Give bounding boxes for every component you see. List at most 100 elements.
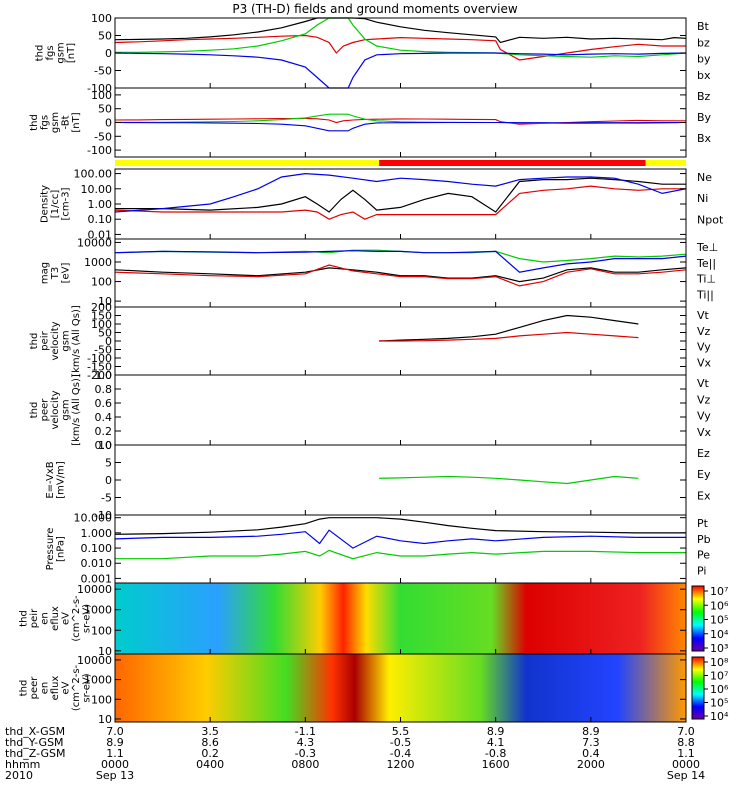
legend-fgs-1: bz — [697, 36, 710, 49]
ylabel-peir_spec-0: thd — [19, 610, 30, 627]
ylabel-fgs-0: thd — [34, 45, 45, 62]
ytick-label-peir_vel-7: -150 — [87, 361, 112, 374]
panel-frame-peer_vel — [114, 374, 687, 446]
ephem-value-0-5: 8.9 — [582, 725, 600, 738]
ytick-label-peir_vel-0: 200 — [91, 301, 112, 314]
series-Ni — [115, 177, 686, 213]
ylabel-peer_spec-1: peer — [29, 676, 40, 700]
ephem-row-label-3: hhmm — [5, 758, 40, 771]
plot-title: P3 (TH-D) fields and ground moments over… — [232, 2, 517, 16]
ephem-value-1-0: 8.9 — [106, 736, 124, 749]
ephem-value-2-4: -0.8 — [485, 747, 506, 760]
ytick-label-peir_vel-6: -100 — [87, 352, 112, 365]
ytick-label-efield-1: 5 — [105, 457, 112, 470]
ytick-label-efield-2: 0 — [105, 474, 112, 487]
ephem-value-0-6: 7.0 — [677, 725, 695, 738]
ylabel-peer_spec-4: eV — [61, 681, 72, 694]
legend-fgs-0: Bt — [697, 20, 710, 33]
ephem-value-2-2: -0.3 — [295, 747, 316, 760]
series-Npot — [114, 172, 687, 213]
ytick-label-peir_spec-1: 1000 — [84, 604, 112, 617]
ytick-label-fgs-4: -100 — [87, 82, 112, 95]
cbar-label-peir_spec-4: 10³ — [710, 642, 728, 655]
legend-fgs-3: bx — [697, 69, 711, 82]
ytick-label-peir_vel-2: 100 — [91, 318, 112, 331]
panel-frame-density — [114, 168, 687, 240]
ylabel-efield-1: [mV/m] — [55, 461, 66, 499]
ephem-value-1-1: 8.6 — [201, 736, 219, 749]
ytick-label-fgs-0: 100 — [91, 12, 112, 25]
legend-peir_vel-1: Vz — [697, 325, 711, 338]
series-by — [115, 17, 687, 58]
ytick-label-peir_vel-3: 50 — [98, 327, 112, 340]
ytick-label-peer_spec-3: 10 — [98, 713, 112, 726]
legend-peer_vel-3: Vx — [697, 426, 712, 439]
legend-fgs_rot-0: Bz — [697, 90, 711, 103]
series-Vt — [379, 314, 639, 342]
series-Bt — [114, 17, 687, 44]
legend-fgs-2: by — [697, 53, 711, 66]
ytick-label-pressure-3: 0.010 — [81, 557, 113, 570]
peer-spectrogram — [115, 654, 686, 722]
ylabel-peer_spec-2: en — [40, 682, 51, 695]
legend-pressure-0: Pt — [697, 517, 709, 530]
ephem-value-3-2: 0800 — [291, 758, 319, 771]
ylabel-temp-2: [eV] — [61, 263, 72, 284]
ylabel-fgs_rot-3: -Bt — [61, 115, 72, 129]
mode-bar-segment-1 — [379, 160, 646, 166]
ylabel-peer_vel-4: [km/s (All Qs)] — [71, 374, 82, 446]
legend-efield-0: Ez — [697, 447, 710, 460]
ylabel-peir_vel-0: thd — [29, 333, 40, 350]
ytick-label-efield-4: -10 — [94, 509, 112, 522]
ephem-row-label-0: thd_X-GSM — [5, 725, 65, 738]
ylabel-peir_vel-3: gsm — [61, 330, 72, 351]
mode-bar-segment-2 — [645, 160, 686, 166]
year-label: 2010 — [5, 769, 33, 782]
ephem-value-2-6: 1.1 — [677, 747, 695, 760]
legend-pressure-1: Pb — [697, 533, 711, 546]
ytick-label-peir_vel-4: 0 — [105, 335, 112, 348]
panel-frame-pressure — [114, 514, 687, 584]
ytick-label-peir_spec-2: 100 — [91, 624, 112, 637]
panel-frame-efield — [114, 444, 687, 516]
ylabel-peer_vel-3: gsm — [61, 399, 72, 420]
ylabel-fgs_rot-2: gsm — [50, 112, 61, 133]
ylabel-pressure-0: Pressure — [45, 528, 56, 571]
ylabel-peir_vel-1: peir — [40, 330, 51, 350]
peir-spectrogram — [115, 583, 686, 654]
cbar-label-peer_spec-3: 10⁵ — [710, 697, 728, 710]
legend-peir_vel-3: Vx — [697, 356, 712, 369]
ephem-value-3-0: 0000 — [101, 758, 129, 771]
ytick-label-fgs_rot-2: 0 — [105, 117, 112, 130]
series-rot-bx — [114, 121, 687, 132]
ephem-value-1-4: 4.1 — [487, 736, 505, 749]
panel-frame-fgs — [114, 17, 687, 89]
ylabel-peer_spec-3: eflux — [50, 676, 61, 701]
ylabel-fgs-3: [nT] — [66, 43, 77, 63]
legend-density-1: Ni — [697, 192, 708, 205]
ylabel-peir_vel-4: [km/s (All Qs)] — [71, 305, 82, 377]
mode-bar-segment-0 — [115, 160, 380, 166]
ephem-value-2-1: 0.2 — [201, 747, 219, 760]
legend-peer_vel-2: Vy — [697, 410, 711, 423]
ylabel-peir_spec-1: peir — [29, 608, 40, 628]
ytick-label-peer_vel-0: 1.0 — [95, 369, 113, 382]
ylabel-temp-0: mag — [40, 262, 51, 284]
ephem-value-3-1: 0400 — [196, 758, 224, 771]
ephem-value-0-4: 8.9 — [487, 725, 505, 738]
start-date-label: Sep 13 — [96, 769, 134, 782]
ylabel-fgs_rot-4: [nT] — [71, 112, 82, 132]
ephem-value-1-5: 7.3 — [582, 736, 600, 749]
ytick-label-peer_spec-1: 1000 — [84, 674, 112, 687]
ylabel-peir_spec-6: sr-eV) — [82, 604, 93, 633]
ephem-value-0-3: 5.5 — [392, 725, 410, 738]
ytick-label-density-1: 10.00 — [81, 183, 113, 196]
cbar-label-peir_spec-0: 10⁷ — [710, 585, 728, 598]
axes-layer — [114, 17, 708, 723]
ytick-label-peir_spec-0: 10000 — [77, 583, 112, 596]
ylabel-peir_vel-2: velocity — [50, 321, 61, 360]
cbar-label-peer_spec-1: 10⁷ — [710, 670, 728, 683]
series-Pt — [114, 517, 686, 535]
ylabel-fgs-1: fgs — [45, 45, 56, 60]
ylabel-efield-0: E=-VxB — [45, 461, 56, 498]
